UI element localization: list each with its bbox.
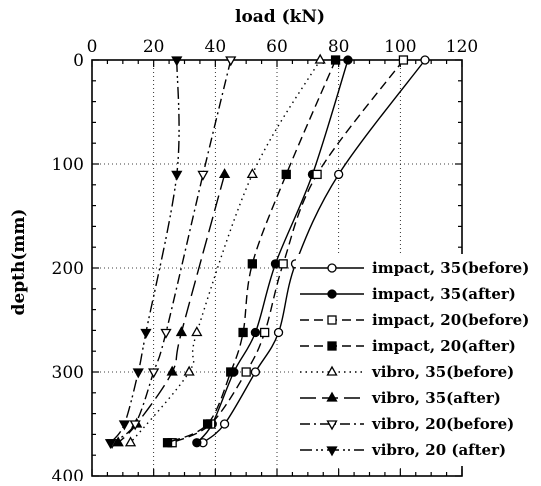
data-point [250, 327, 261, 338]
x-tick-label: 120 [446, 37, 478, 57]
data-point [260, 327, 270, 338]
y-tick-label: 400 [52, 467, 84, 481]
x-tick-label: 100 [384, 37, 416, 57]
data-point [312, 169, 322, 180]
data-point [343, 55, 353, 65]
data-point [334, 169, 344, 180]
data-point [118, 420, 130, 431]
data-point [192, 438, 202, 448]
data-point [171, 56, 183, 67]
series-4 [162, 55, 341, 448]
data-point [250, 367, 261, 377]
data-point [202, 419, 213, 429]
legend-marker [326, 391, 338, 402]
data-point [225, 56, 237, 67]
data-point [398, 55, 409, 65]
x-tick-label: 60 [266, 37, 288, 57]
legend-label: impact, 20(before) [372, 311, 529, 329]
data-point [191, 326, 203, 337]
data-point [175, 326, 188, 337]
legend-label: impact, 35(after) [372, 285, 516, 303]
y-tick-label: 300 [52, 363, 84, 383]
data-point [241, 367, 251, 377]
series-line [109, 59, 180, 444]
data-point [183, 365, 195, 376]
data-point [160, 328, 172, 339]
legend-marker [327, 263, 337, 273]
data-point [226, 367, 236, 377]
series-6 [112, 168, 231, 447]
y-tick-label: 0 [73, 51, 84, 71]
y-axis-title: depth(mm) [9, 209, 29, 316]
legend-label: vibro, 20(before) [371, 415, 514, 433]
data-point [218, 168, 231, 179]
x-tick-label: 40 [205, 37, 227, 57]
legend-marker [327, 341, 337, 351]
data-point [197, 170, 209, 181]
data-point [166, 365, 178, 376]
data-point [246, 168, 258, 179]
series-line [130, 59, 321, 444]
legend-marker [327, 315, 337, 325]
y-tick-label: 200 [52, 259, 84, 279]
x-tick-label: 20 [143, 37, 165, 57]
series-8 [104, 56, 183, 450]
series-5 [124, 53, 326, 447]
legend-label: impact, 20(after) [372, 337, 516, 355]
legend-label: impact, 35(before) [372, 259, 529, 277]
series-line [167, 59, 337, 444]
data-point [281, 169, 291, 180]
legend-label: vibro, 35(before) [371, 363, 514, 381]
data-point [162, 438, 173, 448]
data-point [278, 259, 288, 269]
axis-layer: 0 20 40 60 80 100 120 0 100 200 300 400 [52, 37, 479, 486]
data-point [420, 55, 430, 65]
x-tick-label: 80 [328, 37, 350, 57]
series-layer [104, 53, 430, 450]
data-point [247, 259, 257, 269]
data-point [171, 170, 183, 181]
data-point [132, 368, 144, 379]
legend-label: vibro, 20 (after) [371, 441, 506, 459]
legend-marker [326, 446, 338, 457]
data-point [148, 368, 160, 379]
series-line [111, 59, 232, 444]
legend-marker [326, 365, 338, 376]
data-point [140, 328, 152, 339]
x-tick-label: 0 [87, 37, 98, 57]
data-point [124, 436, 137, 447]
data-point [314, 53, 326, 64]
legend-marker [327, 289, 337, 299]
x-axis-title: load (kN) [235, 7, 325, 27]
legend-marker [326, 420, 338, 431]
legend-label: vibro, 35(after) [371, 389, 501, 407]
y-tick-label: 100 [52, 155, 84, 175]
legend-layer: impact, 35(before) impact, 35(after) impac… [296, 254, 541, 466]
data-point [104, 439, 117, 450]
data-point [270, 259, 281, 269]
series-line [117, 174, 226, 444]
data-point [238, 327, 248, 338]
data-point [219, 419, 230, 429]
legend-background [296, 254, 541, 466]
series-7 [106, 56, 237, 450]
data-point [330, 55, 341, 65]
data-point [273, 327, 284, 338]
data-point [129, 420, 141, 431]
